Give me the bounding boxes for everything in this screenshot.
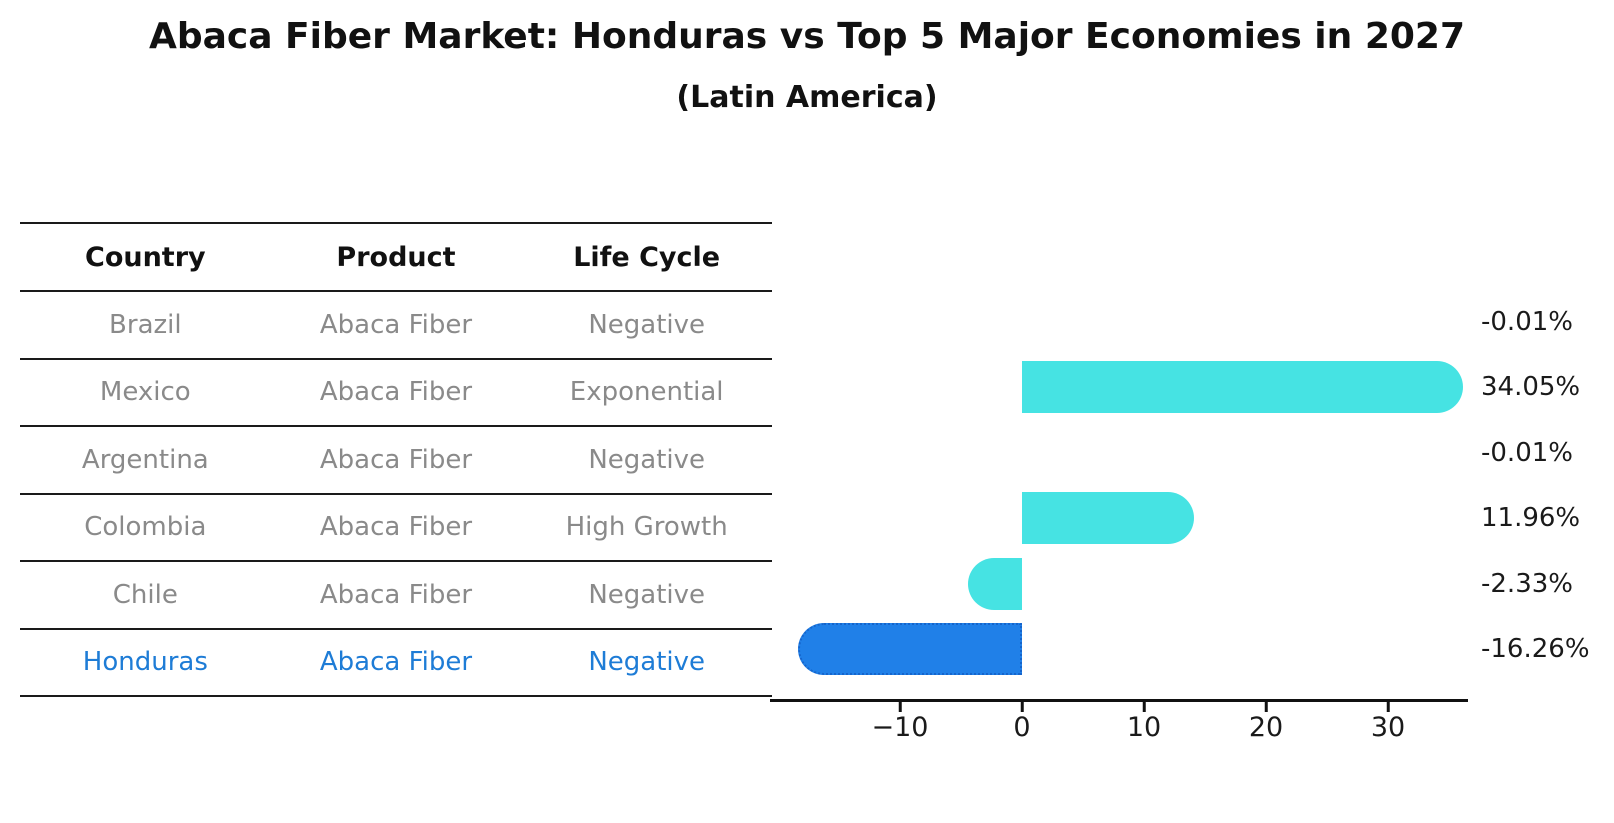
country-cell: Honduras: [82, 647, 208, 678]
x-axis-tick: [1142, 702, 1146, 712]
value-label-brazil: -0.01%: [1481, 306, 1573, 337]
value-label-honduras: -16.26%: [1481, 634, 1590, 665]
product-cell: Abaca Fiber: [319, 512, 473, 543]
table-header-product: Product: [336, 241, 456, 273]
product-cell: Abaca Fiber: [319, 647, 473, 678]
product-cell: Abaca Fiber: [319, 444, 473, 475]
value-label-argentina: -0.01%: [1481, 437, 1573, 468]
table-row: Brazil Abaca Fiber Negative: [20, 292, 772, 360]
country-cell: Brazil: [109, 309, 182, 340]
table-header-life-cycle: Life Cycle: [573, 241, 721, 273]
product-cell: Abaca Fiber: [319, 309, 473, 340]
life-cycle-cell: Negative: [588, 647, 705, 678]
product-cell: Abaca Fiber: [319, 377, 473, 408]
table-row: Colombia Abaca Fiber High Growth: [20, 495, 772, 562]
life-cycle-cell: Exponential: [569, 377, 724, 408]
table-row: Chile Abaca Fiber Negative: [20, 562, 772, 630]
x-axis-tick-label: 0: [1013, 712, 1031, 743]
bar-mexico: [1022, 361, 1464, 414]
life-cycle-cell: Negative: [588, 444, 705, 475]
life-cycle-cell: Negative: [588, 309, 705, 340]
x-axis-tick: [1264, 702, 1268, 712]
country-table: Country Product Life Cycle Brazil Abaca …: [20, 222, 772, 697]
table-header-country: Country: [85, 241, 206, 273]
x-axis-tick-label: 10: [1126, 712, 1162, 743]
x-axis-tick: [1020, 702, 1024, 712]
table-row-honduras-highlighted: Honduras Abaca Fiber Negative: [20, 630, 772, 696]
country-cell: Mexico: [99, 377, 191, 408]
x-axis-tick-label: 30: [1370, 712, 1406, 743]
bar-honduras-highlighted: [797, 623, 1022, 676]
country-cell: Colombia: [84, 512, 207, 543]
chart-subtitle: (Latin America): [676, 80, 938, 115]
table-row: Argentina Abaca Fiber Negative: [20, 427, 772, 495]
x-axis-tick: [898, 702, 902, 712]
bar-colombia: [1022, 492, 1194, 545]
x-axis-tick-label: −10: [871, 712, 929, 743]
chart-title: Abaca Fiber Market: Honduras vs Top 5 Ma…: [148, 16, 1466, 57]
bar-chile: [967, 557, 1022, 610]
country-cell: Argentina: [81, 444, 209, 475]
country-cell: Chile: [112, 579, 178, 610]
value-label-chile: -2.33%: [1481, 568, 1573, 599]
x-axis-tick: [1386, 702, 1390, 712]
value-label-colombia: 11.96%: [1481, 503, 1581, 534]
product-cell: Abaca Fiber: [319, 579, 473, 610]
value-label-mexico: 34.05%: [1481, 372, 1581, 403]
life-cycle-cell: High Growth: [565, 512, 728, 543]
table-header-row: Country Product Life Cycle: [20, 224, 772, 292]
x-axis-tick-label: 20: [1248, 712, 1284, 743]
x-axis-line: [770, 699, 1468, 702]
table-row: Mexico Abaca Fiber Exponential: [20, 360, 772, 427]
life-cycle-cell: Negative: [588, 579, 705, 610]
